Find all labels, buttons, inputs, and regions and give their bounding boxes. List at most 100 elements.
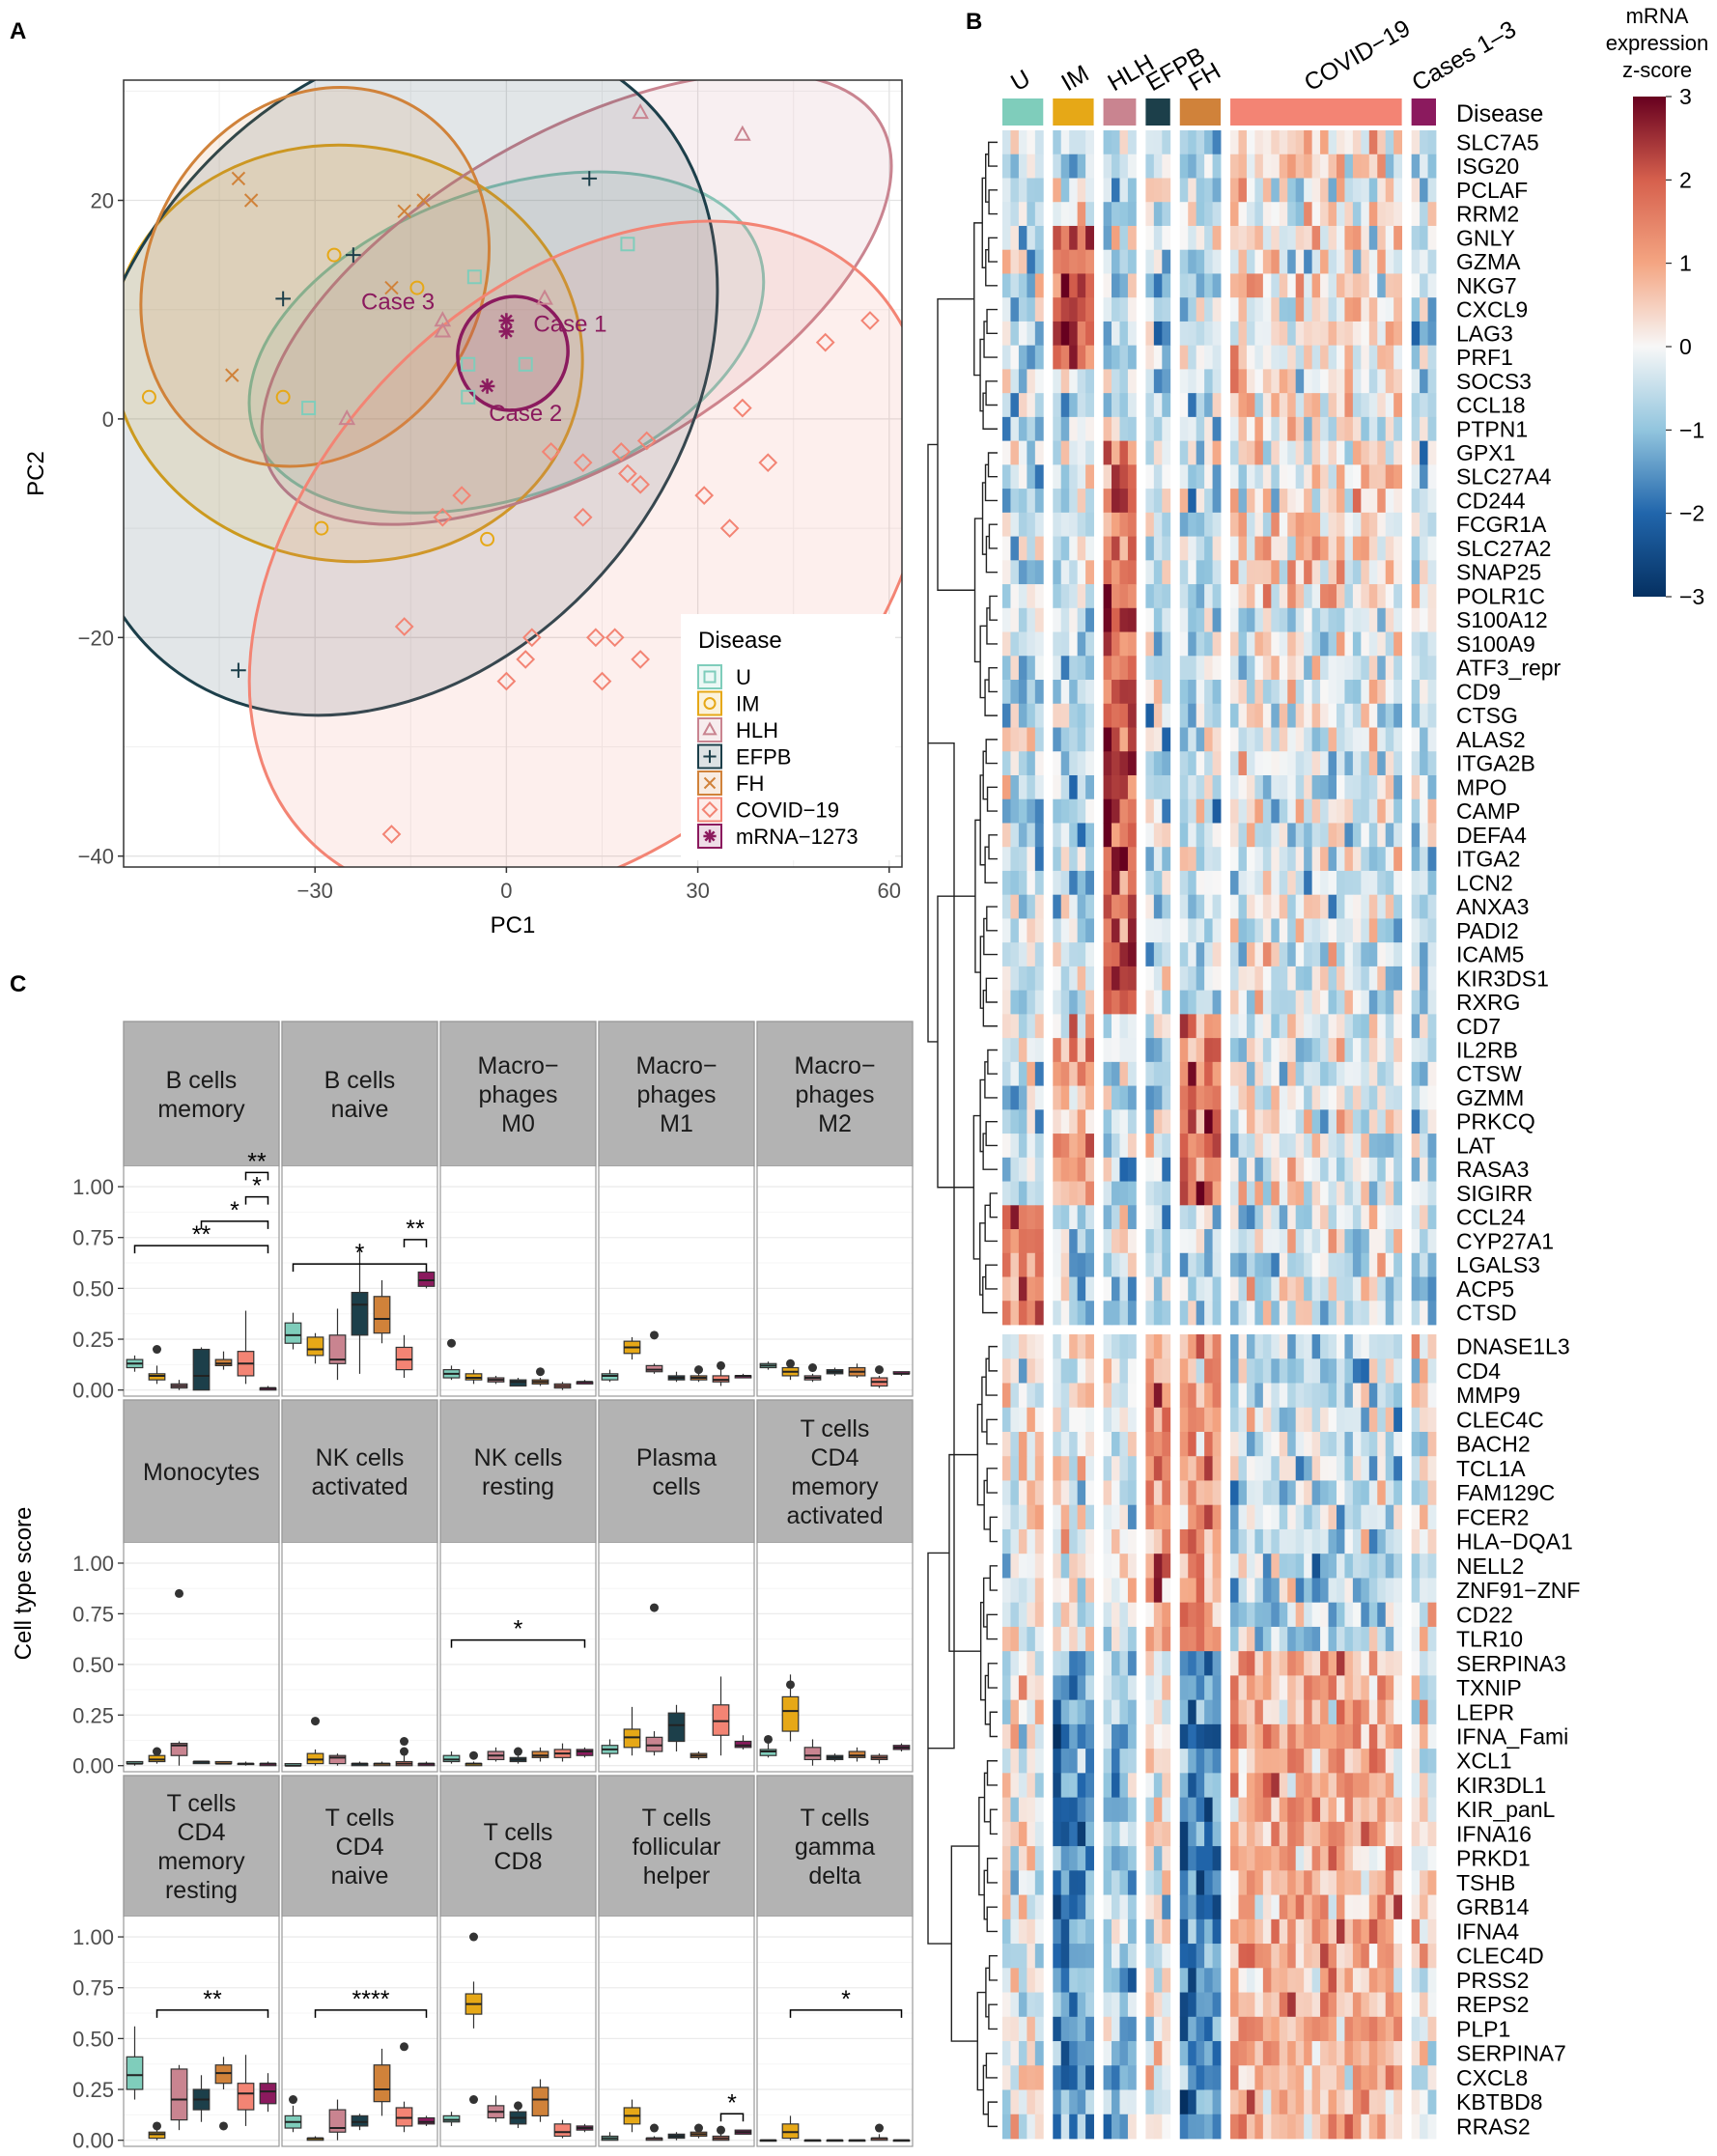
heatmap-cell xyxy=(1230,1918,1239,1945)
heatmap-cell xyxy=(1420,393,1428,418)
heatmap-cell xyxy=(1344,560,1354,585)
gene-label: ZNF91−ZNF xyxy=(1456,1578,1580,1603)
heatmap-cell xyxy=(1336,225,1345,251)
heatmap-cell xyxy=(1271,942,1281,967)
heatmap-cell xyxy=(1179,560,1189,585)
heatmap-cell xyxy=(1010,870,1020,896)
heatmap-cell xyxy=(1271,1134,1281,1159)
heatmap-cell xyxy=(1060,1181,1070,1206)
outlier-point xyxy=(469,2095,478,2105)
heatmap-cell xyxy=(1153,798,1163,824)
heatmap-cell xyxy=(1344,1944,1354,1969)
heatmap-cell xyxy=(1254,1038,1264,1063)
heatmap-cell xyxy=(1427,154,1437,179)
legend-box xyxy=(681,614,895,860)
heatmap-cell xyxy=(1077,249,1086,274)
heatmap-cell xyxy=(1112,393,1120,418)
heatmap-cell xyxy=(1010,1038,1020,1063)
gene-label: DNASE1L3 xyxy=(1456,1334,1570,1359)
heatmap-cell xyxy=(1368,1229,1378,1254)
heatmap-cell xyxy=(1085,536,1094,561)
outlier-point xyxy=(514,2101,522,2111)
point-covid-19 xyxy=(433,507,453,527)
significance-bracket xyxy=(403,1239,428,1247)
heatmap-cell xyxy=(1238,464,1248,490)
heatmap-cell xyxy=(1127,1383,1137,1409)
heatmap-cell xyxy=(1077,1252,1086,1277)
heatmap-cell xyxy=(1196,774,1205,800)
heatmap-cell xyxy=(1119,1456,1129,1481)
heatmap-cell xyxy=(1287,870,1297,896)
heatmap-cell xyxy=(1238,631,1248,657)
heatmap-cell xyxy=(1153,1870,1163,1895)
heatmap-cell xyxy=(1304,1480,1313,1506)
heatmap-cell xyxy=(1320,536,1329,561)
heatmap-cell xyxy=(1188,249,1197,274)
heatmap-cell xyxy=(1069,1038,1079,1063)
heatmap-panel: SLC7A5ISG20PCLAFRRM2GNLYGZMANKG7CXCL9LAG… xyxy=(927,4,1708,2140)
heatmap-cell xyxy=(1254,703,1264,728)
heatmap-cell xyxy=(1127,1431,1137,1457)
heatmap-cell xyxy=(1320,1334,1329,1359)
heatmap-cell xyxy=(1179,751,1189,776)
gene-label: SERPINA3 xyxy=(1456,1651,1566,1676)
heatmap-cell xyxy=(1153,369,1163,394)
heatmap-cell xyxy=(1034,2114,1044,2140)
heatmap-cell xyxy=(1153,870,1163,896)
heatmap-cell xyxy=(1411,1944,1421,1969)
heatmap-cell xyxy=(1304,273,1313,298)
heatmap-cell xyxy=(1271,1358,1281,1384)
heatmap-cell xyxy=(1352,656,1362,681)
heatmap-cell xyxy=(1112,774,1120,800)
heatmap-cell xyxy=(1320,1992,1329,2018)
heatmap-cell xyxy=(1377,464,1387,490)
heatmap-cell xyxy=(1411,1181,1421,1206)
heatmap-cell xyxy=(1002,656,1011,681)
heatmap-cell xyxy=(1145,225,1155,251)
box-im xyxy=(306,1336,324,1357)
heatmap-cell xyxy=(1230,536,1239,561)
heatmap-cell xyxy=(1069,1699,1079,1725)
dendrogram-link xyxy=(982,2064,989,2115)
box-covid-19 xyxy=(395,1346,413,1371)
heatmap-cell xyxy=(1368,1157,1378,1182)
heatmap-cell xyxy=(1127,1301,1137,1326)
heatmap-cell xyxy=(1212,1626,1222,1652)
heatmap-cell xyxy=(1119,2114,1129,2140)
heatmap-cell xyxy=(1336,1431,1345,1457)
heatmap-cell xyxy=(1411,1602,1421,1628)
heatmap-cell xyxy=(1034,894,1044,919)
heatmap-cell xyxy=(1336,751,1345,776)
heatmap-cell xyxy=(1204,393,1213,418)
heatmap-cell xyxy=(1344,1358,1354,1384)
heatmap-cell xyxy=(1246,321,1255,347)
heatmap-cell xyxy=(1377,631,1387,657)
heatmap-cell xyxy=(1188,560,1197,585)
heatmap-cell xyxy=(1085,798,1094,824)
heatmap-cell xyxy=(1145,2089,1155,2115)
heatmap-cell xyxy=(1295,1014,1305,1039)
heatmap-cell xyxy=(1069,273,1079,298)
heatmap-cell xyxy=(1103,2114,1112,2140)
heatmap-cell xyxy=(1352,512,1362,537)
heatmap-cell xyxy=(1162,560,1171,585)
heatmap-cell xyxy=(1427,416,1437,442)
heatmap-cell xyxy=(1311,798,1321,824)
heatmap-cell xyxy=(1246,1894,1255,1920)
outlier-point xyxy=(175,1588,183,1598)
heatmap-cell xyxy=(1010,393,1020,418)
heatmap-cell xyxy=(1085,249,1094,274)
heatmap-cell xyxy=(1246,1252,1255,1277)
heatmap-cell xyxy=(1077,1276,1086,1302)
heatmap-cell xyxy=(1377,297,1387,322)
heatmap-cell xyxy=(1238,1181,1248,1206)
heatmap-cell xyxy=(1085,202,1094,227)
y-tick-label: 1.00 xyxy=(72,1175,114,1199)
heatmap-cell xyxy=(1336,154,1345,179)
heatmap-cell xyxy=(1262,1181,1272,1206)
heatmap-cell xyxy=(1393,536,1403,561)
heatmap-cell xyxy=(1179,1229,1189,1254)
gene-label: XCL1 xyxy=(1456,1749,1512,1774)
heatmap-cell xyxy=(1085,1992,1094,2018)
heatmap-cell xyxy=(1153,1578,1163,1604)
